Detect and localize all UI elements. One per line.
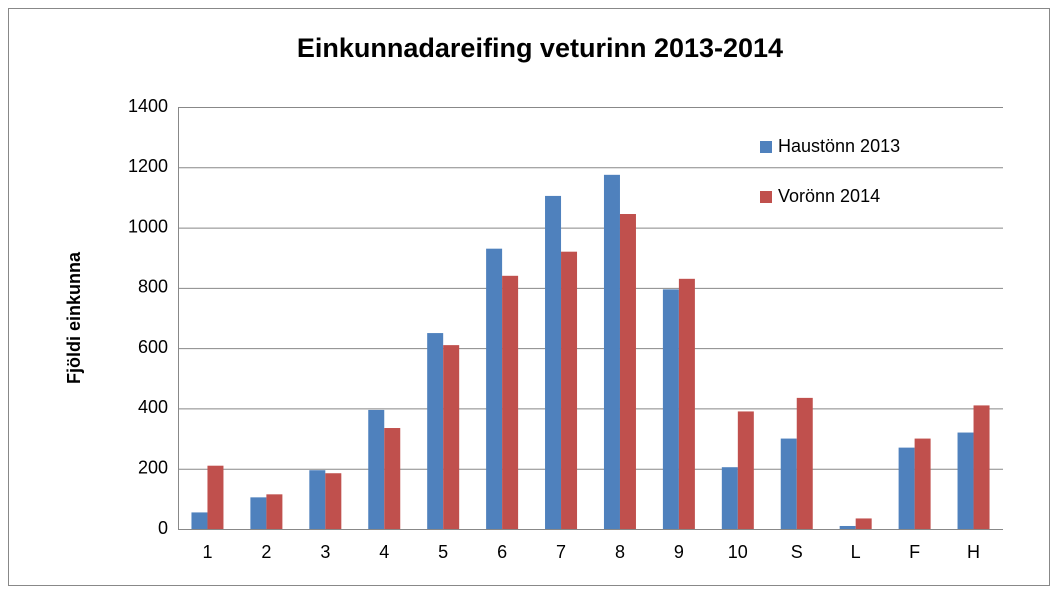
legend-label: Haustönn 2013 — [778, 136, 900, 156]
bar — [368, 409, 385, 529]
y-tick-label: 400 — [138, 397, 168, 417]
bar — [619, 214, 636, 529]
bar — [207, 465, 224, 529]
bar — [250, 497, 267, 529]
x-tick-label: 3 — [320, 542, 330, 562]
bar — [678, 278, 695, 529]
x-tick-label: 5 — [438, 542, 448, 562]
bar — [914, 438, 931, 529]
bar — [309, 470, 326, 529]
x-tick-label: F — [909, 542, 920, 562]
chart-border — [8, 8, 1050, 586]
bar — [427, 333, 444, 529]
y-tick-label: 0 — [158, 518, 168, 538]
bar — [191, 512, 208, 529]
y-tick-label: 200 — [138, 457, 168, 477]
bar — [561, 251, 578, 529]
x-tick-label: 8 — [615, 542, 625, 562]
bar — [266, 494, 283, 529]
x-tick-label: 9 — [674, 542, 684, 562]
bar — [898, 447, 915, 529]
bar — [796, 397, 813, 529]
y-tick-label: 600 — [138, 337, 168, 357]
bar — [603, 174, 620, 530]
chart-title: Einkunnadareifing veturinn 2013-2014 — [297, 33, 783, 63]
x-tick-label: L — [851, 542, 861, 562]
bar — [957, 432, 974, 529]
bar — [443, 345, 460, 529]
bar — [502, 275, 519, 529]
legend-label: Vorönn 2014 — [778, 186, 880, 206]
y-tick-label: 800 — [138, 277, 168, 297]
legend-swatch — [760, 141, 772, 153]
x-tick-label: 6 — [497, 542, 507, 562]
y-tick-label: 1200 — [128, 156, 168, 176]
y-tick-label: 1400 — [128, 96, 168, 116]
y-tick-label: 1000 — [128, 216, 168, 236]
bar — [839, 525, 856, 529]
bar — [384, 428, 401, 529]
bar — [780, 438, 797, 529]
bar — [855, 518, 872, 529]
y-axis-label: Fjöldi einkunna — [64, 251, 84, 384]
x-tick-label: 2 — [261, 542, 271, 562]
bar — [325, 473, 342, 529]
x-tick-label: H — [967, 542, 980, 562]
bar — [737, 411, 754, 529]
legend-swatch — [760, 191, 772, 203]
bar — [721, 467, 738, 529]
x-tick-label: S — [791, 542, 803, 562]
bar — [545, 195, 562, 529]
bar — [486, 248, 503, 529]
x-tick-label: 4 — [379, 542, 389, 562]
x-tick-label: 10 — [728, 542, 748, 562]
x-tick-label: 7 — [556, 542, 566, 562]
bar — [973, 405, 990, 529]
bar — [662, 289, 679, 529]
x-tick-label: 1 — [202, 542, 212, 562]
